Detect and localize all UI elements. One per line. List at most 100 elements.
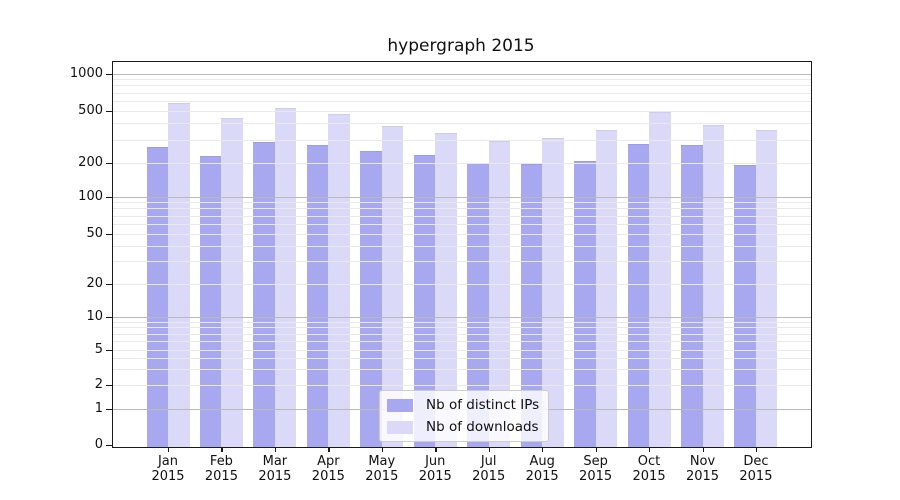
- gridline-minor: [113, 110, 811, 112]
- gridline-minor: [113, 358, 811, 359]
- x-tick-label-line: Apr: [317, 454, 340, 469]
- y-tick: [106, 162, 112, 164]
- y-tick-label: 0: [94, 437, 103, 452]
- y-tick: [106, 283, 112, 285]
- bar-downloads-jan: [168, 102, 190, 447]
- y-tick-label: 50: [86, 225, 103, 241]
- y-tick-label: 2: [94, 376, 103, 392]
- x-tick: [542, 447, 544, 452]
- gridline-minor: [113, 208, 811, 210]
- y-tick: [106, 110, 112, 112]
- x-tick: [168, 447, 170, 452]
- legend-label-downloads: Nb of downloads: [426, 419, 539, 435]
- legend-label-ips: Nb of distinct IPs: [426, 397, 540, 413]
- gridline-minor: [113, 202, 811, 204]
- x-tick-label-line: Mar: [262, 454, 288, 469]
- gridline-minor: [113, 369, 811, 370]
- bar-ips-feb: [199, 155, 222, 447]
- bar-ips-oct: [627, 144, 650, 447]
- gridline-minor: [113, 384, 811, 386]
- bar-downloads-may: [381, 126, 404, 447]
- x-tick-label-line: 2015: [632, 468, 666, 484]
- bar-downloads-feb: [221, 118, 243, 447]
- x-tick-label: Aug 2015: [512, 454, 572, 483]
- bar-ips-jun: [413, 154, 436, 447]
- bar-downloads-nov: [702, 124, 724, 447]
- legend: Nb of distinct IPs Nb of downloads: [379, 390, 550, 442]
- x-tick-label: Nov 2015: [673, 454, 733, 483]
- x-tick: [595, 447, 597, 452]
- y-tick: [106, 384, 112, 386]
- x-tick: [381, 447, 384, 452]
- x-tick-label: Jul 2015: [459, 454, 519, 483]
- x-tick: [328, 447, 330, 452]
- y-tick-label: 1000: [69, 65, 103, 81]
- x-tick: [435, 447, 437, 452]
- bar-downloads-oct: [649, 111, 671, 447]
- bar-ips-jan: [146, 146, 168, 447]
- x-tick-label-line: Oct: [637, 454, 661, 469]
- x-tick-label-line: 2015: [365, 468, 399, 484]
- gridline-major: [113, 73, 811, 75]
- legend-row-downloads: Nb of downloads: [387, 419, 539, 435]
- legend-swatch-downloads: [387, 420, 413, 434]
- ticks-layer: 0 1 2 5 10 20 50 100 200 500 1000 Jan 2015 Feb 2015 Mar…: [70, 62, 811, 483]
- gridline-minor: [113, 283, 811, 285]
- y-tick: [106, 196, 112, 198]
- x-tick-label-line: Jul: [480, 454, 497, 469]
- x-tick-label-line: Jun: [425, 454, 446, 469]
- x-tick-label-line: 2015: [739, 468, 773, 484]
- x-tick-label-line: Feb: [209, 454, 233, 469]
- x-tick-label: Sep 2015: [566, 454, 626, 483]
- x-tick: [649, 447, 651, 452]
- bar-downloads-mar: [274, 107, 297, 447]
- gridline-minor: [113, 139, 811, 141]
- x-tick-label: Mar 2015: [245, 454, 305, 483]
- gridline-major: [113, 196, 811, 198]
- x-tick: [488, 447, 490, 452]
- gridline-minor: [113, 349, 811, 351]
- y-tick: [106, 349, 112, 351]
- gridline-minor: [113, 123, 811, 125]
- x-tick-label-line: 2015: [472, 468, 506, 484]
- x-tick-label-line: Nov: [689, 454, 716, 469]
- x-tick-label-line: Jan: [157, 454, 179, 469]
- gridline-minor: [113, 223, 811, 225]
- bar-ips-mar: [253, 142, 275, 447]
- y-tick: [106, 233, 112, 235]
- y-tick: [106, 316, 112, 318]
- x-tick-label-line: 2015: [311, 468, 345, 484]
- x-tick: [221, 447, 223, 452]
- y-tick: [106, 445, 112, 447]
- x-tick: [755, 447, 758, 452]
- gridline-major: [113, 316, 811, 318]
- bar-ips-sep: [574, 161, 596, 447]
- gridline-minor: [113, 321, 811, 323]
- x-tick-label-line: 2015: [151, 468, 185, 484]
- x-tick-label-line: 2015: [418, 468, 452, 484]
- x-tick: [274, 447, 277, 452]
- bar-ips-nov: [681, 145, 703, 447]
- bar-downloads-jul: [488, 141, 511, 447]
- bar-ips-aug: [520, 163, 543, 447]
- gridline-minor: [113, 340, 811, 342]
- x-tick-label: Oct 2015: [619, 454, 679, 483]
- gridline-minor: [113, 233, 811, 235]
- gridline-minor: [113, 215, 811, 217]
- x-tick-label-line: 2015: [258, 468, 292, 484]
- y-tick-label: 500: [78, 102, 103, 118]
- x-tick-label: Dec 2015: [726, 454, 786, 483]
- chart-title: hypergraph 2015: [387, 36, 535, 56]
- y-tick-label: 200: [78, 154, 103, 170]
- bar-ips-apr: [306, 144, 329, 447]
- x-tick-label: Apr 2015: [298, 454, 358, 483]
- y-tick-label: 10: [86, 308, 103, 324]
- gridline-minor: [113, 79, 811, 81]
- y-tick-label: 100: [78, 188, 103, 204]
- x-tick-label-line: Sep: [583, 454, 608, 469]
- y-tick-label: 1: [94, 401, 103, 416]
- bar-ips-dec: [734, 165, 756, 447]
- gridline-minor: [113, 92, 811, 94]
- x-tick: [702, 447, 704, 452]
